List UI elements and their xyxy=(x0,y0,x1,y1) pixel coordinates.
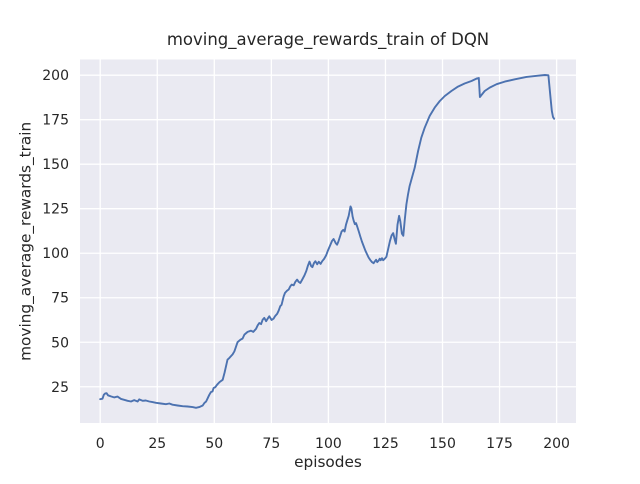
y-tick-label: 125 xyxy=(42,202,69,218)
chart-title: moving_average_rewards_train of DQN xyxy=(167,30,489,50)
x-tick-labels: 0 25 50 75 100 125 150 175 200 xyxy=(96,436,570,452)
x-tick-label: 50 xyxy=(205,436,223,452)
x-tick-label: 150 xyxy=(429,436,456,452)
x-axis-label: episodes xyxy=(294,453,362,471)
x-tick-label: 175 xyxy=(486,436,513,452)
y-tick-label: 200 xyxy=(42,68,69,84)
y-tick-label: 150 xyxy=(42,157,69,173)
y-tick-label: 50 xyxy=(51,335,69,351)
x-tick-label: 0 xyxy=(96,436,105,452)
gridlines xyxy=(80,59,576,423)
line-series-group xyxy=(99,74,556,409)
x-tick-label: 125 xyxy=(372,436,399,452)
y-tick-label: 175 xyxy=(42,113,69,129)
y-tick-label: 25 xyxy=(51,380,69,396)
x-tick-label: 100 xyxy=(315,436,342,452)
y-tick-label: 100 xyxy=(42,246,69,262)
y-tick-labels: 25 50 75 100 125 150 175 200 xyxy=(42,68,69,396)
x-tick-label: 25 xyxy=(148,436,166,452)
y-axis-label: moving_average_rewards_train xyxy=(17,122,36,361)
x-tick-label: 200 xyxy=(543,436,570,452)
series-line xyxy=(99,74,556,409)
x-tick-label: 75 xyxy=(262,436,280,452)
y-tick-label: 75 xyxy=(51,291,69,307)
